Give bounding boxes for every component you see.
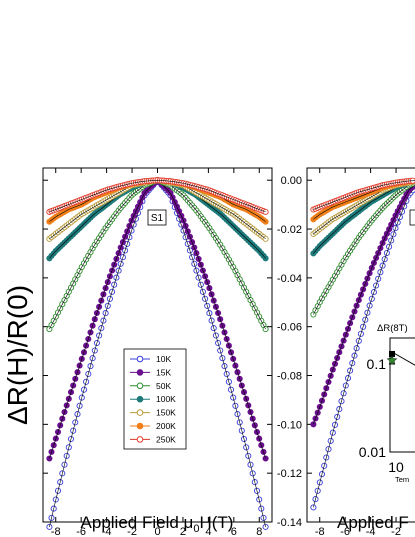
legend-label: 200K bbox=[156, 421, 176, 431]
legend-entry-250k: 250K bbox=[130, 434, 176, 444]
legend-marker bbox=[136, 422, 144, 430]
x-axis-label-subscript: 0 bbox=[193, 523, 199, 535]
inset-ytick-label-0.1: 0.1 bbox=[367, 356, 387, 372]
x-axis-label-main: Applied Field μ bbox=[81, 513, 194, 532]
inset-square-marker bbox=[389, 350, 395, 357]
series-250k bbox=[46, 177, 269, 215]
x-axis-label-tail: H(T) bbox=[199, 513, 233, 532]
fit-line bbox=[313, 187, 415, 508]
legend-label: 100K bbox=[156, 394, 176, 404]
series-15k bbox=[310, 183, 415, 428]
y-tick-label: -0.04 bbox=[277, 273, 302, 285]
y-tick-label: -0.08 bbox=[277, 371, 302, 383]
inset-xtick-label-10: 10 bbox=[388, 459, 404, 475]
x-tick-label: 2 bbox=[180, 526, 186, 537]
legend-label: 50K bbox=[156, 381, 171, 391]
legend-entry-15k: 15K bbox=[130, 367, 171, 377]
legend-marker bbox=[136, 382, 144, 390]
y-tick-label: -0.02 bbox=[277, 224, 302, 236]
legend-entry-200k: 200K bbox=[130, 421, 176, 431]
left-data-series bbox=[46, 177, 269, 530]
y-tick-label: 0.00 bbox=[281, 175, 302, 187]
right-plot-frame bbox=[306, 167, 415, 523]
x-axis-label-left: Applied Field μ0H(T) bbox=[81, 513, 234, 535]
inset-frame bbox=[389, 337, 415, 453]
legend-marker bbox=[136, 355, 144, 363]
legend-entry-10k: 10K bbox=[130, 354, 171, 364]
legend-entry-150k: 150K bbox=[130, 408, 176, 418]
right-ticks: -8 -6 -4 -2 0.00 -0.02 -0.04 -0.06 -0.08 -0.10 -0.… bbox=[277, 168, 401, 537]
fit-line bbox=[49, 179, 266, 213]
y-tick-label: -0.14 bbox=[277, 517, 302, 529]
right-data-series bbox=[310, 177, 415, 511]
sample-label-text: S1 bbox=[151, 213, 164, 224]
x-tick-label: 6 bbox=[231, 526, 237, 537]
inset-x-label: Tem bbox=[395, 475, 409, 484]
legend-marker bbox=[136, 409, 144, 416]
sample-label-box-right bbox=[409, 209, 415, 226]
left-panel: -8 -6 -4 -2 0 2 4 6 8 S1 10K15K50K100K150K200K25… bbox=[42, 167, 273, 537]
x-tick-label: -8 bbox=[51, 526, 61, 537]
series-50k bbox=[310, 180, 415, 318]
legend-marker bbox=[136, 395, 144, 403]
sample-label-s1: S1 bbox=[147, 209, 167, 226]
inset-plot: ΔR(8T) 0.1 0.01 10 Tem bbox=[359, 323, 415, 484]
y-axis-label: ΔR(H)/R(0) bbox=[2, 285, 33, 425]
fit-line bbox=[313, 180, 415, 210]
sample-label-box bbox=[147, 209, 167, 226]
y-tick-label: -0.06 bbox=[277, 322, 302, 334]
legend-marker bbox=[136, 369, 144, 376]
legend-label: 150K bbox=[156, 408, 176, 418]
x-tick-label: 0 bbox=[154, 526, 160, 537]
series-10k bbox=[310, 187, 415, 511]
x-tick-label: -4 bbox=[102, 526, 112, 537]
inset-ytick-label-0.01: 0.01 bbox=[359, 444, 386, 460]
legend-marker bbox=[136, 436, 144, 443]
x-tick-label: 4 bbox=[205, 526, 211, 537]
y-tick-label: -0.10 bbox=[277, 419, 302, 431]
legend-label: 250K bbox=[156, 434, 176, 444]
legend-entry-100k: 100K bbox=[130, 394, 176, 404]
series-250k bbox=[310, 177, 415, 213]
x-tick-label: -2 bbox=[127, 526, 137, 537]
inset-y-label: ΔR(8T) bbox=[377, 323, 408, 334]
x-tick-label: 8 bbox=[256, 526, 262, 537]
x-axis-label-right: Applied F bbox=[337, 513, 409, 532]
x-tick-label: -8 bbox=[315, 526, 325, 537]
inset-fit-line bbox=[391, 351, 415, 366]
x-tick-label: -4 bbox=[366, 526, 376, 537]
x-tick-label: -2 bbox=[391, 526, 401, 537]
fit-line bbox=[313, 182, 415, 315]
y-tick-label: -0.12 bbox=[277, 468, 302, 480]
legend-label: 10K bbox=[156, 354, 171, 364]
inset-background bbox=[376, 334, 415, 452]
inset-star-marker bbox=[386, 354, 398, 365]
legend: 10K 15K 50K 100K 150K 200K 250K bbox=[123, 348, 187, 450]
right-panel: -8 -6 -4 -2 0.00 -0.02 -0.04 -0.06 -0.08 -0.10 -0.… bbox=[277, 167, 415, 537]
x-tick-label: -6 bbox=[76, 526, 86, 537]
inset-markers bbox=[386, 350, 415, 365]
fit-line bbox=[313, 184, 415, 425]
x-tick-label: -6 bbox=[340, 526, 350, 537]
legend-label: 15K bbox=[156, 367, 171, 377]
legend-entry-50k: 50K bbox=[130, 381, 171, 391]
left-ticks: -8 -6 -4 -2 0 2 4 6 8 bbox=[43, 168, 272, 537]
